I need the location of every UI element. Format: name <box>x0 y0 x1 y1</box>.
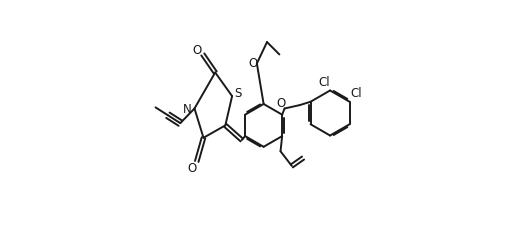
Text: O: O <box>187 161 197 174</box>
Text: O: O <box>248 57 257 69</box>
Text: S: S <box>234 87 241 100</box>
Text: O: O <box>277 97 286 110</box>
Text: Cl: Cl <box>350 86 362 99</box>
Text: N: N <box>183 103 192 116</box>
Text: Cl: Cl <box>318 75 330 88</box>
Text: O: O <box>192 44 202 57</box>
